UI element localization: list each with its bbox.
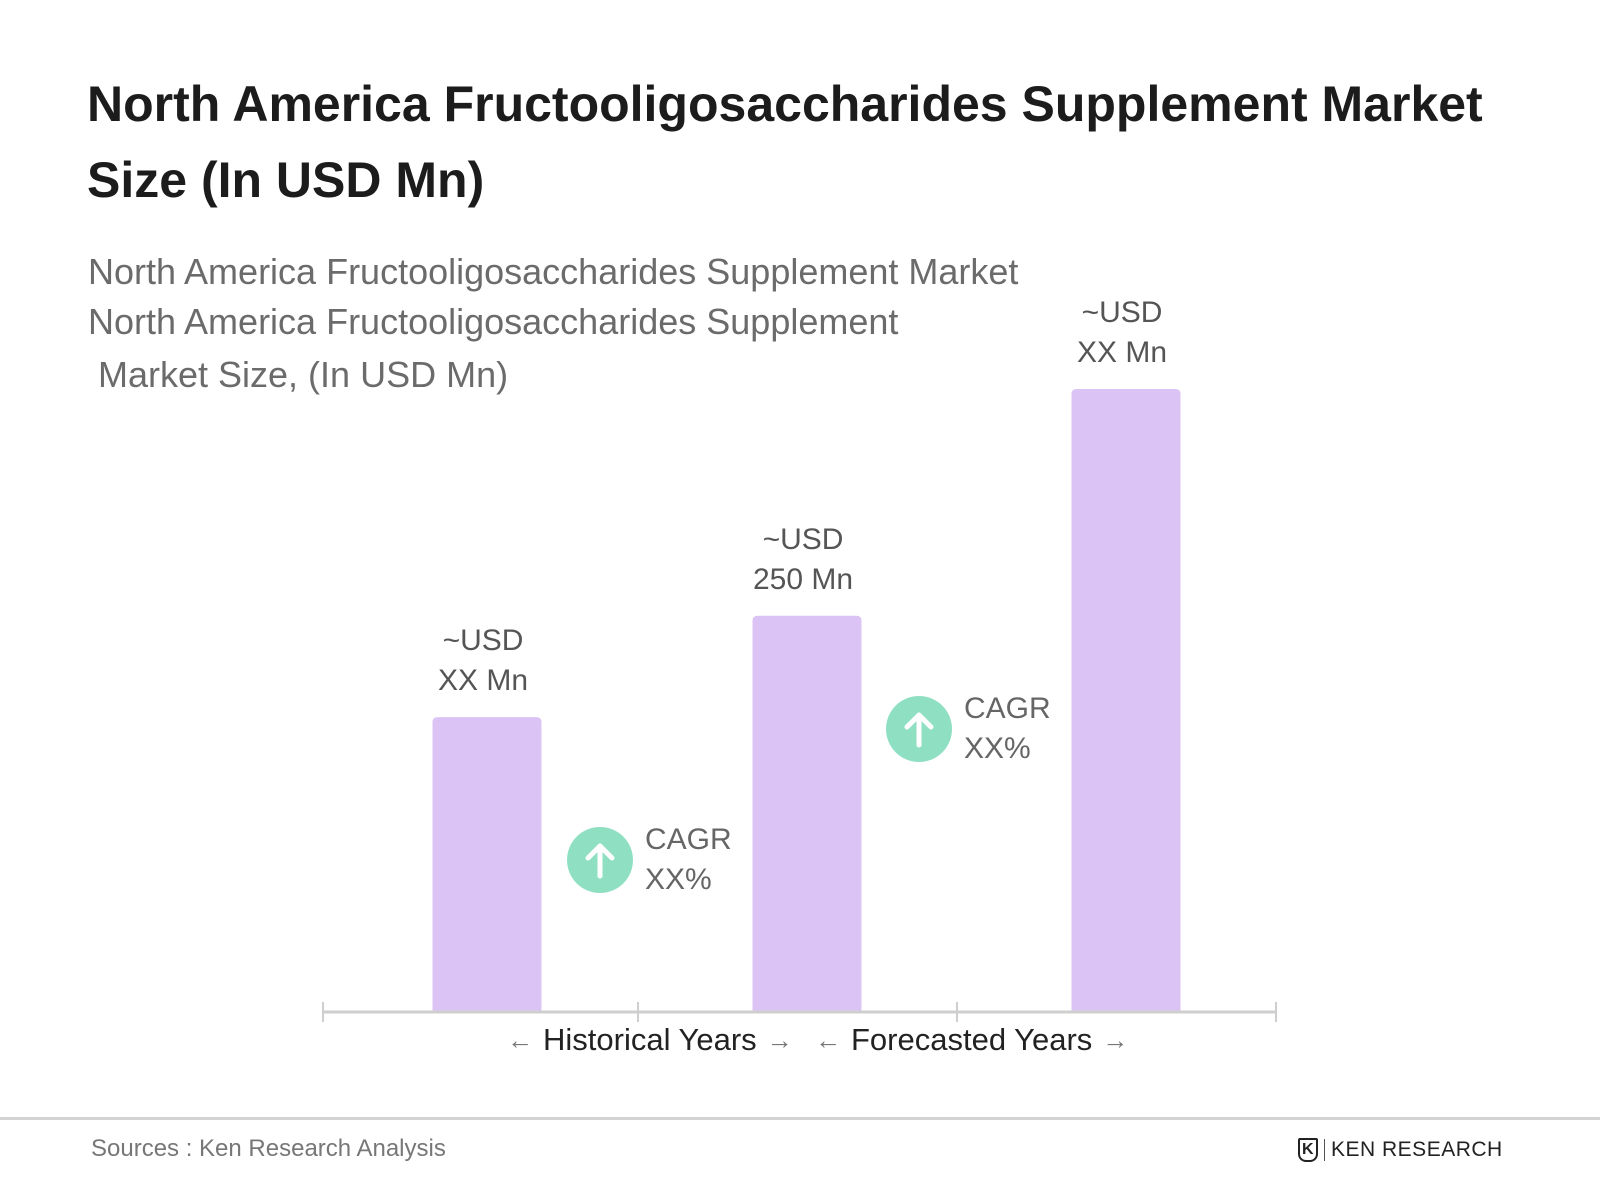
subtitle-line-1: North America Fructooligosaccharides Sup… [88, 251, 1019, 292]
cagr-label: CAGR [645, 823, 732, 856]
arrow-left-icon: ← [815, 1024, 841, 1055]
period-label: Historical Years [543, 1022, 757, 1057]
data-label-0: ~USD XX Mn [383, 621, 583, 701]
bar-0 [432, 717, 542, 1012]
data-label-2: ~USD XX Mn [1022, 293, 1222, 373]
chart-title: North America Fructooligosaccharides Sup… [87, 76, 1483, 208]
data-label-line: XX Mn [437, 664, 529, 698]
arrow-right-icon: → [1102, 1024, 1129, 1055]
footer-divider [0, 1117, 1600, 1120]
data-label-1: ~USD 250 Mn [703, 520, 903, 600]
period-historical: ← Historical Years → [507, 1022, 793, 1058]
cagr-value: XX% [645, 863, 712, 896]
period-label: Forecasted Years [851, 1022, 1093, 1057]
bar-2 [1071, 389, 1181, 1012]
logo-k-icon: K [1298, 1138, 1318, 1162]
subtitle-line-3: Market Size, (In USD Mn) [88, 354, 509, 395]
data-label-line: ~USD [1081, 296, 1163, 329]
arrow-left-icon: ← [507, 1024, 533, 1055]
source-note: Sources : Ken Research Analysis [91, 1135, 446, 1162]
cagr-value: XX% [964, 732, 1031, 765]
data-label-line: XX Mn [1076, 336, 1168, 369]
data-label-line: ~USD [762, 522, 844, 556]
logo-text: KEN RESEARCH [1331, 1138, 1503, 1161]
data-label-line: 250 Mn [752, 562, 854, 596]
arrow-right-icon: → [766, 1024, 793, 1055]
subtitle-line-2: North America Fructooligosaccharides Sup… [88, 301, 899, 342]
period-forecast: ← Forecasted Years → [815, 1022, 1128, 1058]
cagr-annotation-forecast: CAGR XX% [886, 689, 1051, 769]
data-label-line: ~USD [442, 624, 524, 658]
bar-1 [752, 615, 862, 1012]
arrow-up-circle-icon [886, 696, 952, 762]
cagr-label: CAGR [964, 692, 1051, 725]
cagr-annotation-historical: CAGR XX% [567, 820, 732, 900]
arrow-up-circle-icon [567, 827, 633, 893]
ken-research-logo: K KEN RESEARCH [1298, 1138, 1503, 1162]
